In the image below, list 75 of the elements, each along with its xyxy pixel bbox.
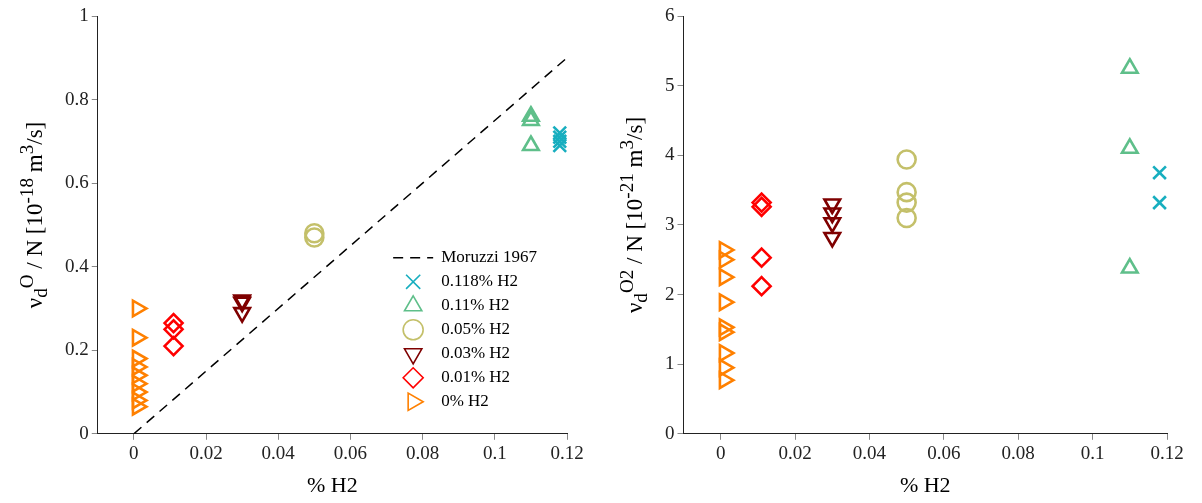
x-tick-label: 0.08 <box>405 442 440 464</box>
point <box>131 299 148 318</box>
y-tick-label: 6 <box>665 3 675 25</box>
point <box>1120 57 1139 75</box>
point <box>304 222 325 244</box>
x-tick-label: 0.04 <box>261 442 296 464</box>
point <box>718 240 735 260</box>
point <box>131 374 148 393</box>
y-tick-label: 2 <box>665 282 675 304</box>
point <box>751 275 772 297</box>
y-tick-label: 1 <box>79 3 89 25</box>
point <box>718 268 735 287</box>
point <box>131 328 148 347</box>
x-tick-label: 0.08 <box>1001 442 1035 464</box>
point <box>131 397 148 416</box>
point <box>131 349 148 368</box>
x-axis-title: % H2 <box>899 471 951 497</box>
point <box>163 335 184 357</box>
point <box>896 192 917 213</box>
y-tick-label: 5 <box>665 73 675 95</box>
point <box>163 319 184 340</box>
x-tick-label: 0.04 <box>852 442 887 464</box>
point <box>751 192 772 213</box>
point <box>718 343 735 363</box>
legend-label: 0.03% H2 <box>441 343 511 363</box>
point <box>718 358 735 377</box>
point <box>1151 165 1167 181</box>
point <box>896 149 917 170</box>
y-tick-label: 0 <box>79 421 89 443</box>
x-tick-label: 0.1 <box>1080 442 1105 464</box>
legend-label: 0.11% H2 <box>441 295 510 315</box>
x-tick-label: 0.02 <box>189 442 223 464</box>
point <box>131 391 148 410</box>
x-tick-label: 0.06 <box>927 442 961 464</box>
x-tick-label: 0.06 <box>333 442 368 464</box>
point <box>131 382 148 402</box>
point <box>718 323 735 342</box>
legend-label: 0% H2 <box>441 391 489 411</box>
point <box>521 105 540 123</box>
point <box>521 110 540 127</box>
x-axis-title: % H2 <box>307 471 358 497</box>
point <box>896 181 917 203</box>
legend-label: 0.01% H2 <box>441 367 511 387</box>
x-tick-label: 0.02 <box>778 442 812 464</box>
y-tick-label: 3 <box>665 212 675 234</box>
y-tick-label: 4 <box>665 143 675 165</box>
x-tick-label: 0 <box>715 442 726 464</box>
point <box>131 366 148 385</box>
point <box>131 357 148 377</box>
point <box>718 318 735 337</box>
y-tick-label: 0 <box>665 421 675 443</box>
point <box>718 250 735 269</box>
point <box>233 306 252 323</box>
point <box>1151 194 1167 211</box>
point <box>751 196 772 218</box>
x-tick-label: 0.12 <box>1150 442 1184 464</box>
point <box>1120 138 1139 155</box>
x-tick-label: 0.1 <box>482 442 507 464</box>
point <box>521 135 540 152</box>
point <box>718 371 735 390</box>
x-tick-label: 0.12 <box>550 442 584 464</box>
legend-label: 0.05% H2 <box>441 319 511 339</box>
y-tick-label: 0.2 <box>65 338 89 360</box>
x-tick-label: 0 <box>129 442 139 464</box>
point <box>896 207 917 229</box>
point <box>751 247 772 268</box>
point <box>718 293 735 312</box>
point <box>304 227 325 248</box>
legend-label: Moruzzi 1967 <box>441 247 538 267</box>
point <box>163 312 184 334</box>
y-tick-label: 0.8 <box>65 87 89 109</box>
y-tick-label: 0.6 <box>65 171 89 193</box>
y-tick-label: 1 <box>665 352 675 374</box>
y-tick-label: 0.4 <box>65 254 90 276</box>
legend-label: 0.118% H2 <box>441 271 518 291</box>
